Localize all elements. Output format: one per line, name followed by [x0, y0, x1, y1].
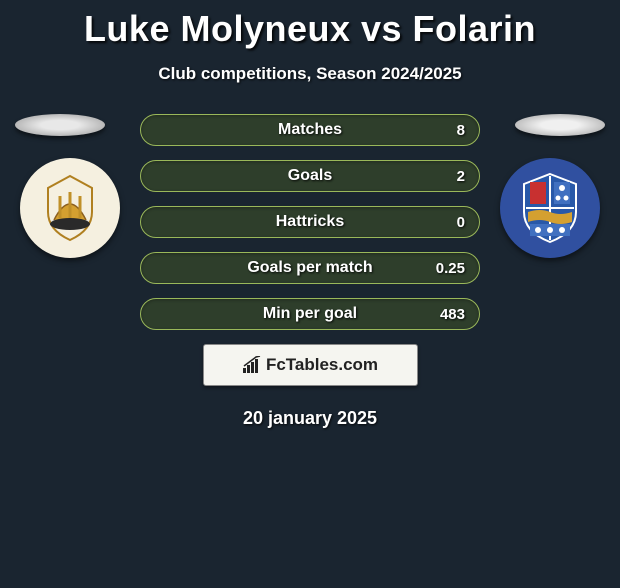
stat-row-matches: Matches 8 — [140, 114, 480, 146]
club-crest-left-icon — [30, 168, 110, 248]
stats-list: Matches 8 Goals 2 Hattricks 0 Goals per … — [140, 114, 480, 330]
stat-label: Hattricks — [141, 213, 479, 231]
stat-value: 483 — [440, 306, 465, 323]
stat-row-goals: Goals 2 — [140, 160, 480, 192]
stat-value: 2 — [457, 168, 465, 185]
branding-box: FcTables.com — [203, 344, 418, 386]
stat-value: 8 — [457, 122, 465, 139]
stat-label: Goals per match — [141, 259, 479, 277]
stat-row-hattricks: Hattricks 0 — [140, 206, 480, 238]
stat-value: 0 — [457, 214, 465, 231]
club-logo-left — [20, 158, 120, 258]
stat-label: Min per goal — [141, 305, 479, 323]
chart-icon — [242, 356, 262, 374]
club-crest-right-icon — [510, 168, 590, 248]
club-logo-right — [500, 158, 600, 258]
stat-value: 0.25 — [436, 260, 465, 277]
stat-label: Matches — [141, 121, 479, 139]
date-text: 20 january 2025 — [0, 408, 620, 429]
subtitle: Club competitions, Season 2024/2025 — [0, 64, 620, 84]
branding-label: FcTables.com — [266, 355, 378, 375]
stat-row-min-per-goal: Min per goal 483 — [140, 298, 480, 330]
content-area: Matches 8 Goals 2 Hattricks 0 Goals per … — [0, 114, 620, 429]
stat-label: Goals — [141, 167, 479, 185]
page-title: Luke Molyneux vs Folarin — [0, 8, 620, 50]
stat-row-goals-per-match: Goals per match 0.25 — [140, 252, 480, 284]
player-shadow-left — [15, 114, 105, 136]
player-shadow-right — [515, 114, 605, 136]
